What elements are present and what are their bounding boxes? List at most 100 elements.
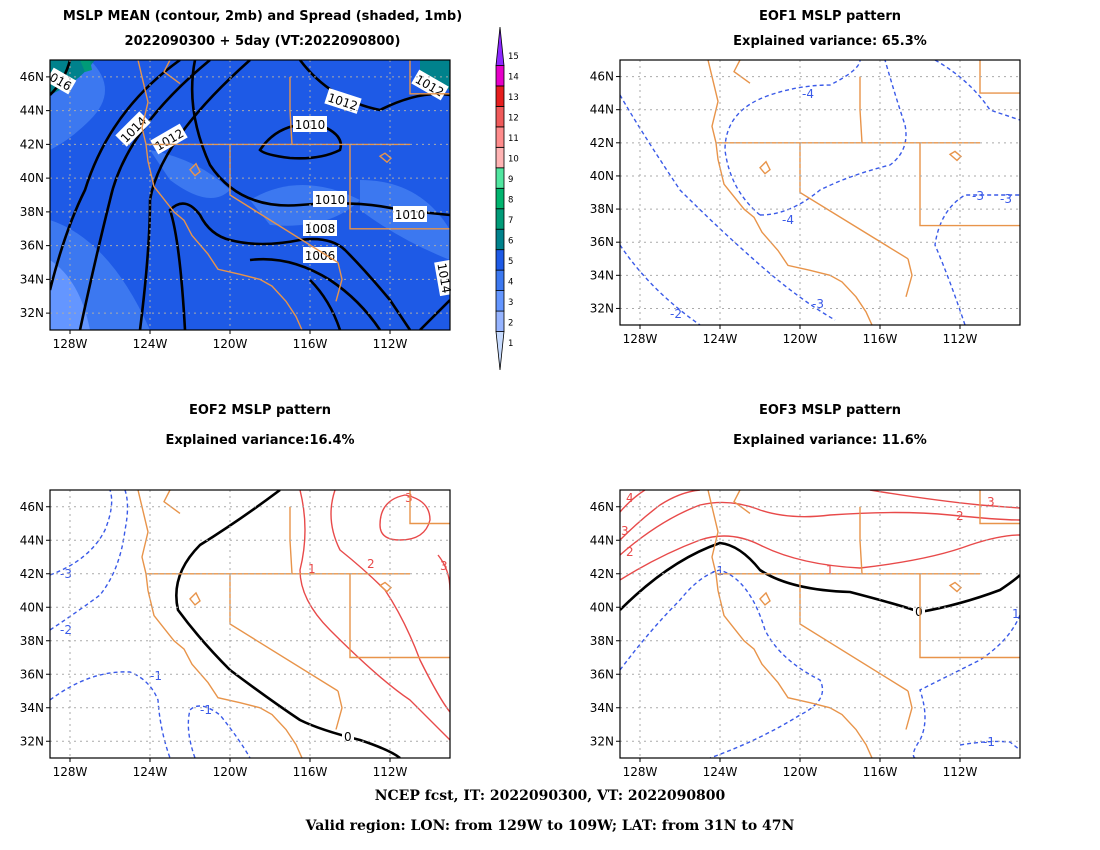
colorbar-label: 15 [508,52,519,62]
contour-label: 1010 [313,191,347,207]
y-tick-label: 34N [590,701,614,715]
colorbar-segment [495,208,505,230]
x-tick-label: 116W [863,765,898,779]
colorbar-segment [495,310,505,332]
panel2-map: 128W 124W 120W 116W 112W 46N 44N 42N 40N 38N 36N 34… [590,59,1021,346]
panel3-contour-labels: -3 -2 -1 -1 0 1 2 3 3 [60,491,448,744]
panel4-map: 128W 124W 120W 116W 112W46N44N42N40N38N36N34… [590,489,1021,779]
colorbar-label: 7 [508,216,513,226]
contour-label: 3 [405,491,413,505]
x-tick-label: 128W [53,337,88,351]
panel3-contours [50,490,450,758]
contour-label: 2 [367,557,375,571]
y-tick-label: 34N [20,272,44,286]
y-tick-label: 38N [590,202,614,216]
x-tick-label: 128W [623,765,658,779]
colorbar-label: 1 [508,339,513,349]
svg-text:1010: 1010 [395,208,426,222]
contour-label: 1010 [293,116,327,132]
contour-label: -1 [200,703,212,717]
y-tick-label: 36N [20,667,44,681]
contour-label: 1006 [303,247,337,263]
x-tick-label: 120W [783,765,818,779]
x-tick-label: 120W [783,332,818,346]
y-tick-label: 42N [590,567,614,581]
colorbar-segment [495,65,505,87]
contour-label: -4 [802,87,814,101]
plot-frame [619,489,1021,759]
colorbar-segment [495,146,505,169]
colorbar-label: 2 [508,318,513,328]
gridlines [50,60,450,330]
colorbar-label: 3 [508,298,513,308]
panel2-contour-labels: -4 -4 -3 -3 -3 -2 [670,87,1012,321]
colorbar-label: 10 [508,155,519,165]
x-tick-label: 120W [213,765,248,779]
colorbar-segment [495,106,505,128]
gridlines [50,490,450,758]
colorbar-segment [495,249,505,271]
contour-label: -2 [670,307,682,321]
panel1-map: 128W 124W 120W 116W 112W 46N 44N 42N 40N 38N 36N 34… [20,59,451,351]
y-tick-label: 40N [20,600,44,614]
panel1-subtitle: 2022090300 + 5day (VT:2022090800) [124,34,401,49]
contour-label: 2 [626,545,634,559]
colorbar-segment [495,187,505,210]
y-tick-label: 44N [590,103,614,117]
y-tick-label: 42N [20,567,44,581]
panel2-contours [620,60,1020,325]
contour-label: 3 [987,495,995,509]
y-tick-label: 42N [20,137,44,151]
y-tick-label: 38N [590,634,614,648]
colorbar-segment [495,331,505,371]
y-tick-label: 34N [590,268,614,282]
gridlines [620,490,1020,758]
panel4-subtitle: Explained variance: 11.6% [733,433,927,448]
x-tick-label: 112W [943,332,978,346]
y-tick-label: 42N [590,136,614,150]
svg-text:1014: 1014 [434,262,453,295]
x-tick-label: 116W [863,332,898,346]
y-tick-label: 32N [20,734,44,748]
x-tick-label: 124W [133,765,168,779]
plot-frame [49,489,451,759]
footer-line1: NCEP fcst, IT: 2022090300, VT: 202209080… [374,788,726,804]
coastline-borders [137,490,450,758]
svg-text:1008: 1008 [305,222,336,236]
x-tick-label: 112W [373,765,408,779]
panel4-title: EOF3 MSLP pattern [758,403,901,418]
svg-text:1010: 1010 [315,193,346,207]
zero-label-bg [342,729,354,743]
x-tick-label: 116W [293,765,328,779]
y-tick-label: 36N [590,667,614,681]
y-tick-label: 38N [20,205,44,219]
panel1-title: MSLP MEAN (contour, 2mb) and Spread (sha… [62,9,463,24]
y-tick-label: 46N [20,70,44,84]
x-tick-label: 124W [703,765,738,779]
coastline-borders [707,490,1020,758]
x-tick-label: 128W [53,765,88,779]
y-tick-label: 36N [590,235,614,249]
y-tick-label: 40N [590,600,614,614]
svg-text:1006: 1006 [305,249,336,263]
colorbar-label: 14 [508,73,519,83]
colorbar-segment [495,126,505,148]
panel4-contours [620,490,1020,758]
panel3-subtitle: Explained variance:16.4% [165,433,355,448]
colorbar-label: 6 [508,236,513,246]
contour-label: -3 [972,189,984,203]
footer-line2: Valid region: LON: from 129W to 109W; LA… [305,818,795,834]
x-tick-label: 116W [293,337,328,351]
y-tick-label: 46N [590,500,614,514]
colorbar-segment [495,26,505,66]
x-tick-label: 124W [703,332,738,346]
colorbar-label: 9 [508,175,513,185]
contour-label: 4 [626,491,634,505]
contour-label: 3 [440,559,448,573]
colorbar-label: 11 [508,134,519,144]
colorbar-label: 12 [508,114,519,124]
y-tick-label: 44N [20,533,44,547]
plot-frame [49,59,451,331]
